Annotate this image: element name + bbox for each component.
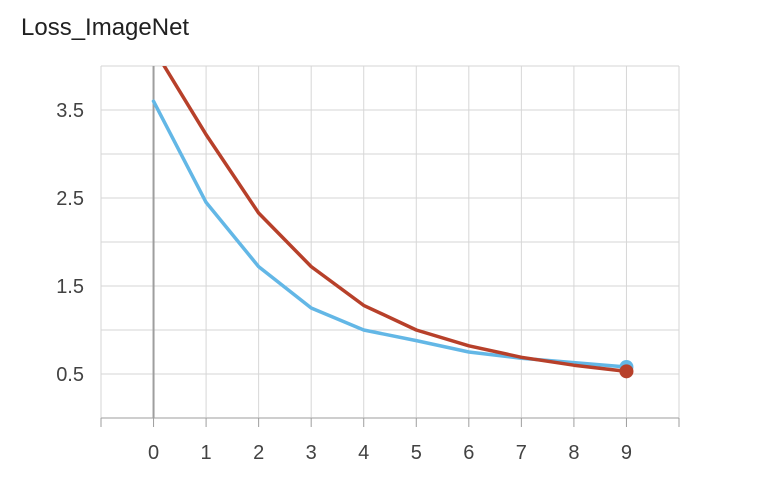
x-tick-label: 1 xyxy=(201,442,212,464)
y-tick-label: 1.5 xyxy=(56,276,84,298)
x-tick-label: 6 xyxy=(463,442,474,464)
end-markers xyxy=(619,359,634,379)
x-tick-label: 7 xyxy=(516,442,527,464)
x-tick-label: 2 xyxy=(253,442,264,464)
tick-labels: 0 1 2 3 4 5 6 7 8 9 0.5 1.5 2.5 3.5 xyxy=(56,100,632,464)
x-tick-label: 5 xyxy=(411,442,422,464)
series-layer xyxy=(151,66,629,374)
chart-title: Loss_ImageNet xyxy=(21,14,190,41)
x-tick-label: 3 xyxy=(306,442,317,464)
y-tick-label: 3.5 xyxy=(56,100,84,122)
y-tick-label: 0.5 xyxy=(56,364,84,386)
grid xyxy=(100,65,680,418)
x-tick-label: 9 xyxy=(621,442,632,464)
x-tick-label: 0 xyxy=(148,442,159,464)
x-tick-label: 8 xyxy=(568,442,579,464)
series-line-0 xyxy=(151,99,629,369)
series-line-1 xyxy=(162,66,629,374)
series-end-point-1 xyxy=(619,364,634,379)
axes xyxy=(100,66,680,427)
y-tick-label: 2.5 xyxy=(56,188,84,210)
x-tick-label: 4 xyxy=(358,442,369,464)
